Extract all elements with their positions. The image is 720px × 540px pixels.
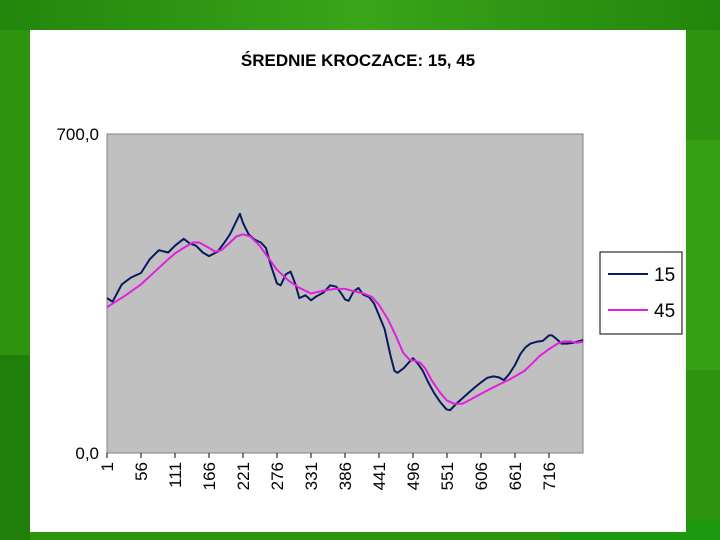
line-chart: ŚREDNIE KROCZACE: 15, 45 0,0 700,0 1 56 111… [56, 51, 683, 490]
x-tick-label: 551 [438, 462, 457, 490]
x-tick-label: 661 [506, 462, 525, 490]
legend-label-45: 45 [654, 301, 675, 322]
series-lines [106, 212, 584, 412]
legend-label-15: 15 [654, 265, 675, 286]
y-tick-label: 0,0 [75, 444, 99, 463]
legend-box [599, 251, 683, 335]
x-tick-label: 1 [98, 462, 117, 471]
background-right-block [686, 140, 720, 370]
x-tick-label: 111 [166, 462, 185, 488]
x-tick-label: 166 [200, 462, 219, 490]
chart-title: ŚREDNIE KROCZACE: 15, 45 [241, 51, 475, 70]
y-tick-label: 700,0 [56, 125, 99, 144]
chart-card: ŚREDNIE KROCZACE: 15, 45 0,0 700,0 1 56 111… [30, 30, 686, 532]
x-tick-label: 496 [404, 462, 423, 490]
y-axis: 0,0 700,0 [56, 125, 99, 463]
x-tick-label: 221 [234, 462, 253, 490]
x-tick-label: 276 [268, 462, 287, 490]
x-tick-label: 716 [540, 462, 559, 490]
background-top-band [0, 0, 720, 30]
x-tick-label: 56 [132, 462, 151, 481]
x-tick-label: 441 [370, 462, 389, 490]
x-axis: 1 56 111 166 221 276 331 386 441 496 551 606 661 716 [98, 453, 559, 490]
series-line-45 [106, 233, 584, 405]
x-tick-label: 331 [302, 462, 321, 490]
background-left-block [0, 355, 30, 540]
plot-area [106, 133, 584, 454]
x-tick-label: 606 [472, 462, 491, 490]
x-tick-label: 386 [336, 462, 355, 490]
